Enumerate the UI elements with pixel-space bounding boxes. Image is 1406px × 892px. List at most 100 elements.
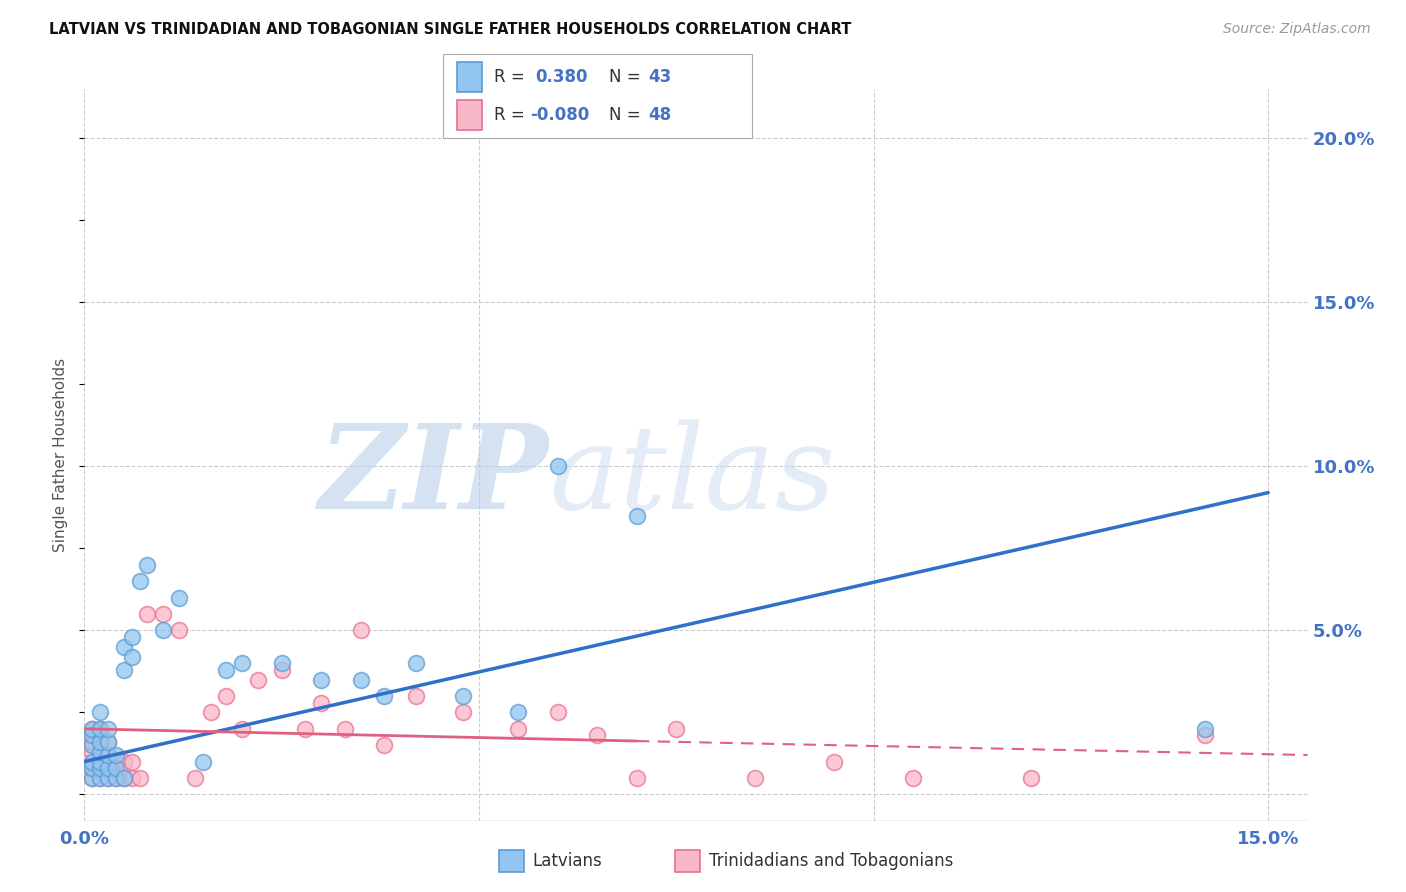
Point: [901, 771, 924, 785]
Point: [97, 771, 120, 785]
Point: [104, 761, 127, 775]
Point: [89, 755, 111, 769]
Point: [97, 761, 120, 775]
Point: [451, 689, 474, 703]
Text: Source: ZipAtlas.com: Source: ZipAtlas.com: [1223, 22, 1371, 37]
Point: [89, 735, 111, 749]
Point: [626, 508, 648, 523]
Point: [152, 624, 174, 638]
Text: 43: 43: [648, 69, 672, 87]
Point: [82, 722, 104, 736]
Y-axis label: Single Father Households: Single Father Households: [53, 358, 69, 552]
Point: [586, 728, 609, 742]
Point: [89, 735, 111, 749]
Point: [270, 656, 292, 670]
Point: [215, 663, 238, 677]
Text: 0.380: 0.380: [536, 69, 588, 87]
Point: [104, 771, 127, 785]
Point: [191, 755, 214, 769]
Point: [294, 722, 316, 736]
Point: [112, 771, 135, 785]
Point: [626, 771, 648, 785]
Point: [121, 771, 143, 785]
Point: [82, 735, 104, 749]
Point: [89, 722, 111, 736]
Point: [104, 771, 127, 785]
Point: [82, 745, 104, 759]
Point: [112, 663, 135, 677]
Point: [152, 607, 174, 621]
Point: [97, 747, 120, 762]
Point: [246, 673, 269, 687]
Point: [547, 459, 569, 474]
Point: [104, 755, 127, 769]
Point: [270, 663, 292, 677]
Point: [231, 722, 253, 736]
Point: [167, 591, 190, 605]
Point: [82, 728, 104, 742]
Point: [82, 755, 104, 769]
Point: [744, 771, 766, 785]
Point: [82, 738, 104, 752]
Point: [136, 558, 159, 572]
Point: [82, 722, 104, 736]
Point: [373, 738, 395, 752]
Point: [82, 755, 104, 769]
Point: [128, 574, 150, 589]
Point: [184, 771, 207, 785]
Point: [405, 689, 427, 703]
Point: [231, 656, 253, 670]
Point: [97, 722, 120, 736]
Point: [1021, 771, 1043, 785]
Point: [89, 771, 111, 785]
Point: [405, 656, 427, 670]
Point: [309, 696, 332, 710]
Point: [823, 755, 845, 769]
Point: [89, 745, 111, 759]
Point: [1194, 728, 1216, 742]
Text: 48: 48: [648, 106, 671, 124]
Point: [451, 706, 474, 720]
Point: [665, 722, 688, 736]
Point: [309, 673, 332, 687]
Point: [121, 755, 143, 769]
Point: [112, 755, 135, 769]
Point: [82, 771, 104, 785]
Point: [97, 771, 120, 785]
Point: [121, 649, 143, 664]
Text: Latvians: Latvians: [533, 852, 603, 871]
Text: -0.080: -0.080: [530, 106, 589, 124]
Text: atlas: atlas: [550, 419, 835, 534]
Text: R =: R =: [494, 69, 534, 87]
Point: [89, 761, 111, 775]
Point: [112, 640, 135, 654]
Point: [89, 761, 111, 775]
Text: Trinidadians and Tobagonians: Trinidadians and Tobagonians: [709, 852, 953, 871]
Point: [1194, 722, 1216, 736]
Point: [89, 706, 111, 720]
Point: [97, 761, 120, 775]
Point: [333, 722, 356, 736]
Point: [128, 771, 150, 785]
Text: N =: N =: [609, 69, 640, 87]
Point: [349, 673, 371, 687]
Text: R =: R =: [494, 106, 524, 124]
Point: [97, 735, 120, 749]
Point: [112, 771, 135, 785]
Point: [82, 771, 104, 785]
Point: [200, 706, 222, 720]
Point: [104, 747, 127, 762]
Point: [82, 761, 104, 775]
Text: LATVIAN VS TRINIDADIAN AND TOBAGONIAN SINGLE FATHER HOUSEHOLDS CORRELATION CHART: LATVIAN VS TRINIDADIAN AND TOBAGONIAN SI…: [49, 22, 852, 37]
Point: [373, 689, 395, 703]
Point: [89, 722, 111, 736]
Point: [82, 761, 104, 775]
Point: [136, 607, 159, 621]
Point: [215, 689, 238, 703]
Point: [508, 706, 530, 720]
Point: [121, 630, 143, 644]
Point: [547, 706, 569, 720]
Text: ZIP: ZIP: [319, 419, 550, 534]
Point: [97, 747, 120, 762]
Text: N =: N =: [609, 106, 640, 124]
